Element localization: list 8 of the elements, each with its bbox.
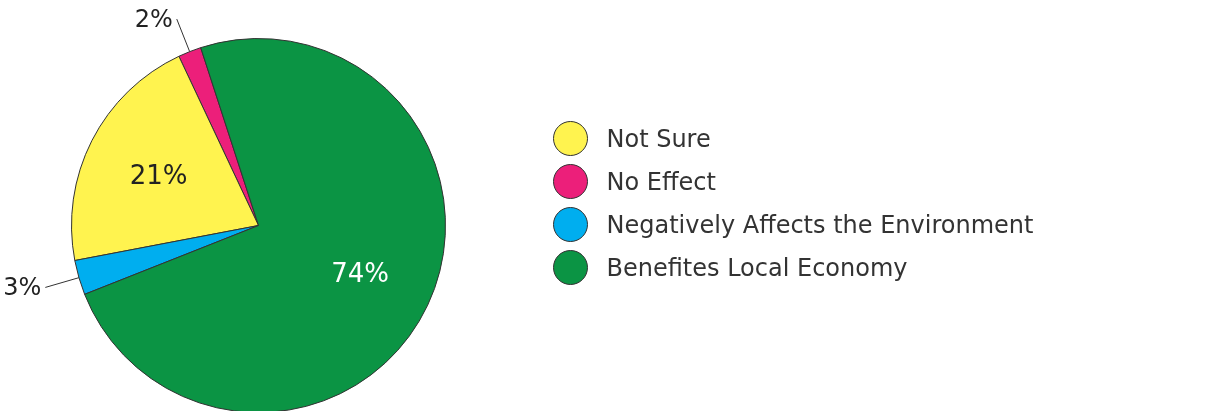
data-label: 2% bbox=[134, 5, 173, 34]
legend-label: Benefites Local Economy bbox=[606, 253, 908, 282]
data-label: 3% bbox=[3, 273, 42, 302]
data-label: 74% bbox=[331, 258, 389, 289]
legend-label: No Effect bbox=[606, 167, 716, 196]
legend-label: Not Sure bbox=[606, 124, 711, 153]
data-label: 21% bbox=[129, 159, 188, 190]
legend-label: Negatively Affects the Environment bbox=[606, 210, 1034, 239]
